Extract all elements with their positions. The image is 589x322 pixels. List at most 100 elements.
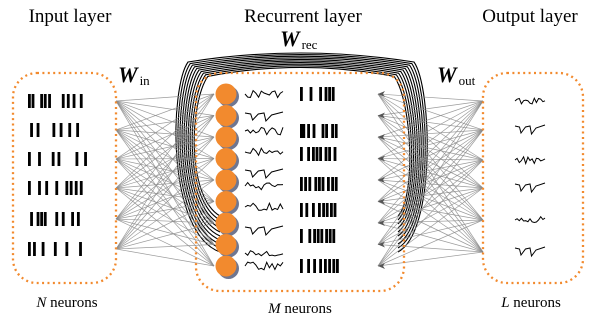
input-spike bbox=[53, 242, 57, 256]
neuron bbox=[215, 212, 237, 234]
recurrent-spike bbox=[334, 177, 338, 191]
recurrent-spike bbox=[318, 203, 321, 217]
recurrent-spike bbox=[307, 259, 310, 273]
recurrent-spike bbox=[307, 124, 310, 138]
neuron bbox=[215, 148, 237, 169]
input-connection bbox=[115, 129, 215, 267]
recurrent-spike bbox=[328, 147, 331, 161]
recurrent-spike bbox=[331, 177, 334, 191]
input-spike bbox=[51, 152, 55, 166]
recurrent-layer-box bbox=[194, 71, 406, 293]
input-count-var: N bbox=[35, 295, 47, 311]
recurrent-spike bbox=[324, 87, 328, 101]
output-connection bbox=[377, 129, 484, 267]
input-spike bbox=[68, 123, 72, 137]
recurrent-spike bbox=[332, 229, 336, 243]
input-spike bbox=[36, 123, 40, 137]
input-connection bbox=[115, 158, 215, 160]
input-connection bbox=[115, 136, 215, 220]
recurrent-membrane-traces bbox=[244, 89, 284, 271]
output-connection bbox=[377, 158, 484, 221]
connection-arrowhead bbox=[378, 134, 385, 140]
input-spike bbox=[48, 94, 51, 108]
input-spike bbox=[59, 123, 63, 137]
recurrent-spike bbox=[312, 203, 315, 217]
neuron bbox=[215, 83, 237, 105]
input-spike bbox=[55, 181, 59, 195]
input-spike bbox=[38, 181, 41, 195]
neuron bbox=[215, 169, 237, 191]
recurrent-trace bbox=[244, 168, 284, 180]
recurrent-loop bbox=[181, 57, 422, 241]
recurrent-spike bbox=[333, 203, 337, 217]
input-spike bbox=[33, 242, 36, 256]
recurrent-loop bbox=[193, 66, 411, 217]
recurrent-spike bbox=[333, 147, 337, 161]
input-spike bbox=[84, 152, 87, 166]
input-connection bbox=[115, 136, 215, 189]
output-connection bbox=[377, 100, 484, 224]
recurrent-spike bbox=[300, 259, 303, 273]
recurrent-spike bbox=[319, 87, 322, 101]
output-connection bbox=[377, 219, 484, 267]
output-connection bbox=[377, 100, 484, 138]
output-layer-box bbox=[481, 71, 585, 285]
input-spike bbox=[28, 152, 31, 166]
input-connection bbox=[115, 187, 215, 267]
input-spike bbox=[72, 94, 76, 108]
recurrent-spike bbox=[325, 124, 328, 138]
input-spike bbox=[74, 181, 78, 195]
connection-arrowhead bbox=[378, 91, 385, 97]
recurrent-trace bbox=[244, 261, 284, 271]
input-count-text: neurons bbox=[46, 295, 97, 311]
output-connection bbox=[377, 100, 484, 245]
input-spike bbox=[76, 123, 80, 137]
recurrent-count-label: M neurons bbox=[267, 301, 332, 317]
recurrent-spike bbox=[315, 147, 319, 161]
recurrent-spike bbox=[334, 124, 338, 138]
input-spike bbox=[71, 212, 74, 226]
output-connection bbox=[377, 187, 484, 267]
recurrent-spike bbox=[316, 229, 320, 243]
connection-arrowhead bbox=[378, 220, 385, 226]
connection-arrowhead bbox=[378, 198, 385, 205]
recurrent-spike bbox=[318, 177, 321, 191]
input-spike bbox=[31, 94, 35, 108]
output-trace bbox=[514, 215, 546, 224]
input-spike-trains bbox=[28, 94, 87, 256]
w-out-subscript: out bbox=[459, 73, 476, 88]
output-connection bbox=[377, 115, 484, 131]
input-spike bbox=[38, 152, 41, 166]
neuron bbox=[215, 255, 237, 277]
output-connection bbox=[377, 129, 484, 138]
output-connection bbox=[377, 201, 484, 221]
input-connection bbox=[115, 179, 215, 220]
w-in-symbol: W bbox=[118, 62, 139, 87]
output-connection bbox=[377, 136, 484, 221]
recurrent-spike bbox=[300, 177, 303, 191]
input-connection bbox=[115, 218, 215, 224]
input-spike bbox=[28, 242, 31, 256]
input-spike bbox=[52, 123, 56, 137]
recurrent-spike bbox=[330, 203, 333, 217]
input-connection bbox=[115, 93, 215, 189]
input-connection bbox=[115, 100, 215, 224]
w-in-subscript: in bbox=[140, 73, 151, 88]
input-spike bbox=[57, 152, 61, 166]
recurrent-spike bbox=[321, 124, 325, 138]
recurrent-spike bbox=[313, 229, 316, 243]
recurrent-spike bbox=[327, 177, 330, 191]
input-spike bbox=[28, 94, 31, 108]
input-connection bbox=[115, 158, 215, 245]
input-connection bbox=[115, 93, 215, 131]
neuron bbox=[215, 105, 237, 126]
recurrent-spike bbox=[321, 177, 325, 191]
input-spike bbox=[40, 212, 44, 226]
input-connection bbox=[115, 129, 215, 138]
recurrent-spike bbox=[325, 203, 329, 217]
recurrent-trace bbox=[244, 250, 284, 257]
input-spike bbox=[75, 152, 79, 166]
input-connection bbox=[115, 93, 215, 250]
recurrent-spike bbox=[305, 203, 309, 217]
